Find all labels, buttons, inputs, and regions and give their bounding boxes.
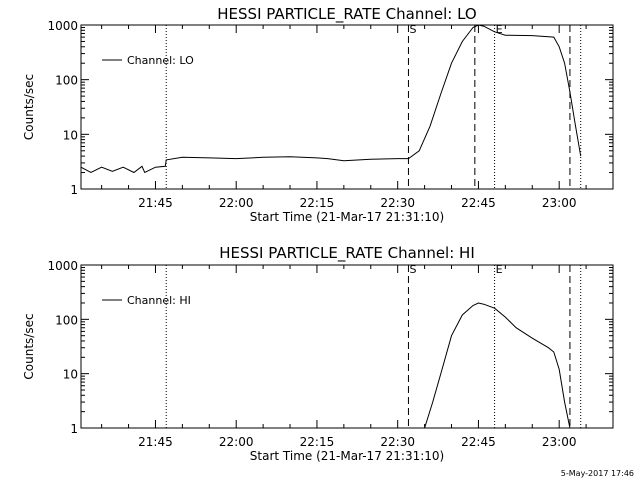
x-tick-label: 22:15 (300, 435, 335, 449)
x-tick-label: 23:00 (542, 435, 577, 449)
plot-frame (80, 264, 614, 429)
date-stamp: 5-May-2017 17:46 (560, 469, 634, 478)
x-tick-label: 23:00 (542, 196, 577, 210)
y-tick-label: 1000 (47, 259, 78, 273)
chart-panel-2: HESSI PARTICLE_RATE Channel: HI 1 10 100 100… (22, 244, 614, 463)
marker-label: S (409, 263, 416, 276)
x-tick-label: 22:30 (380, 196, 415, 210)
series-line (81, 25, 582, 174)
x-tick-label: 22:30 (380, 435, 415, 449)
marker-label: S (409, 23, 416, 36)
y-tick-label: 1000 (47, 19, 78, 33)
legend-label: Channel: HI (127, 294, 191, 307)
y-axis-label: Counts/sec (22, 74, 36, 140)
y-tick-label: 100 (55, 74, 78, 88)
x-tick-label: 22:45 (461, 435, 496, 449)
y-tick-label: 10 (63, 368, 78, 382)
x-tick-label: 22:00 (219, 435, 254, 449)
chart-panel-1: HESSI PARTICLE_RATE Channel: LO 1 10 100 100… (22, 5, 614, 224)
chart-title: HESSI PARTICLE_RATE Channel: LO (217, 5, 476, 24)
legend-label: Channel: LO (127, 54, 194, 67)
x-tick-label: 22:15 (300, 196, 335, 210)
chart-title: HESSI PARTICLE_RATE Channel: HI (219, 244, 475, 263)
y-axis-label: Counts/sec (22, 313, 36, 379)
x-tick-label: 22:00 (219, 196, 254, 210)
marker-label: E (496, 263, 503, 276)
x-axis-label: Start Time (21-Mar-17 21:31:10) (250, 210, 444, 224)
y-tick-label: 10 (63, 128, 78, 142)
x-tick-label: 22:45 (461, 196, 496, 210)
y-tick-label: 1 (70, 422, 78, 436)
marker-label: E (496, 23, 503, 36)
x-tick-label: 21:45 (138, 196, 173, 210)
y-tick-label: 100 (55, 313, 78, 327)
y-tick-label: 1 (70, 183, 78, 197)
plot-frame (80, 24, 614, 190)
x-axis-label: Start Time (21-Mar-17 21:31:10) (250, 449, 444, 463)
series-line (424, 302, 571, 428)
x-tick-label: 21:45 (138, 435, 173, 449)
